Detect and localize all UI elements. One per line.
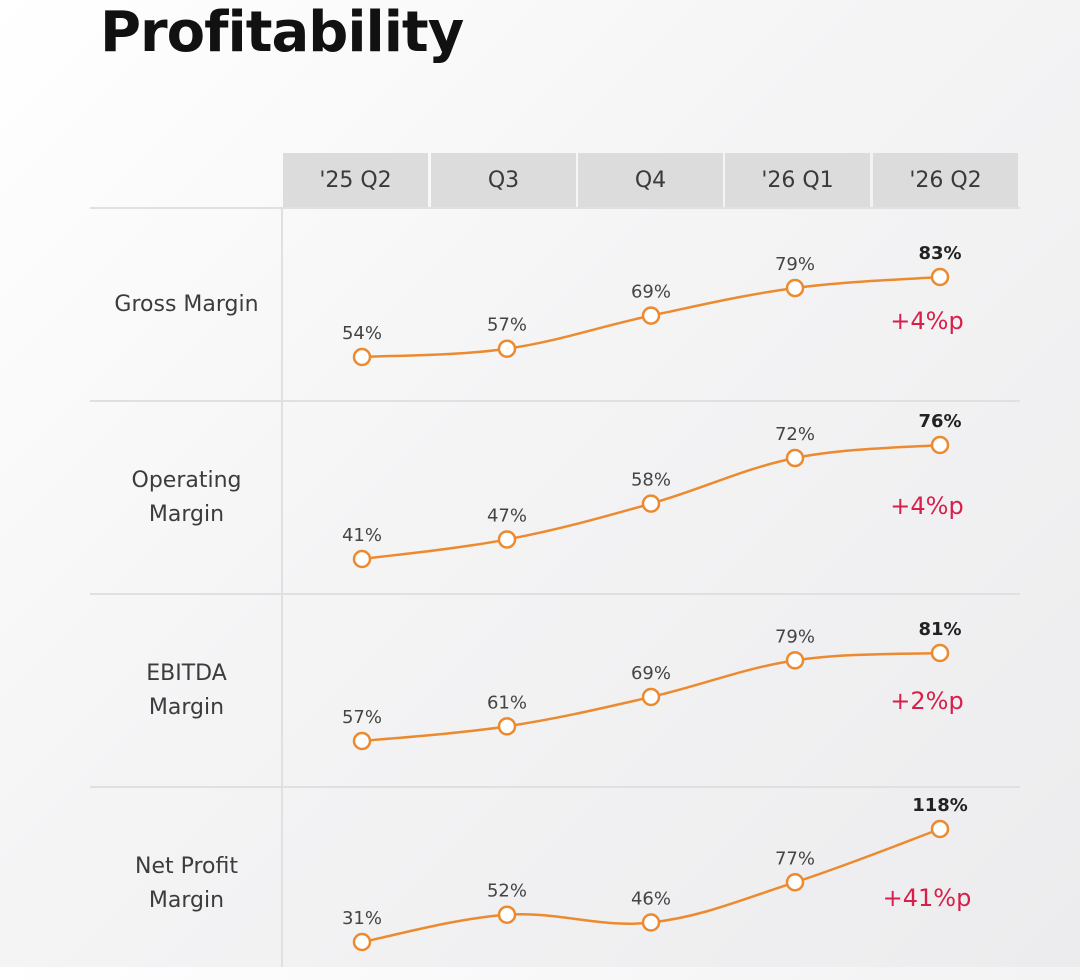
row-label-line: Margin — [148, 887, 225, 913]
header-cell: '25 Q2 — [283, 153, 428, 208]
row-label: Gross Margin — [90, 208, 283, 401]
data-point — [352, 347, 372, 367]
data-label: 81% — [918, 619, 961, 640]
row-label: Operating Margin — [90, 401, 283, 594]
header-cell: Q3 — [431, 153, 576, 208]
data-point — [785, 651, 805, 670]
data-point — [497, 717, 517, 736]
row-label-line: Net Profit — [135, 853, 238, 879]
data-point — [641, 494, 661, 513]
data-label: 79% — [775, 254, 815, 275]
data-label: 47% — [487, 505, 527, 526]
row-label-line: Margin — [148, 501, 225, 527]
data-label: 83% — [918, 243, 961, 264]
row-label: Net Profit Margin — [90, 787, 283, 980]
data-label: 54% — [342, 323, 382, 344]
data-label: 31% — [342, 908, 382, 929]
data-point — [785, 448, 805, 468]
row-label-line: Gross Margin — [114, 291, 259, 317]
page-title: Profitability — [100, 0, 464, 65]
data-label: 57% — [487, 315, 527, 336]
delta-change: +4%p — [890, 492, 964, 520]
data-point — [785, 873, 805, 892]
data-point — [641, 687, 661, 707]
data-label: 69% — [631, 663, 671, 684]
data-label: 69% — [631, 282, 671, 303]
data-point — [641, 306, 661, 325]
row-divider — [90, 786, 1020, 788]
data-point — [641, 913, 661, 932]
data-label: 41% — [342, 525, 382, 546]
data-point — [930, 267, 950, 287]
header-cell: Q4 — [578, 153, 723, 208]
row-divider — [90, 400, 1020, 402]
row-label-line: EBITDA — [146, 660, 227, 686]
label-column-divider — [281, 208, 283, 967]
data-point — [497, 530, 517, 549]
data-point — [930, 435, 950, 455]
header-cell: '26 Q2 — [873, 153, 1018, 208]
data-label: 118% — [912, 795, 968, 816]
data-point — [785, 278, 805, 298]
delta-change: +2%p — [890, 687, 964, 715]
data-point — [352, 549, 372, 569]
delta-change: +41%p — [882, 884, 972, 912]
data-point — [930, 819, 950, 839]
row-label-line: Operating — [131, 467, 242, 493]
row-divider — [90, 593, 1020, 595]
data-label: 76% — [918, 411, 961, 432]
data-label: 79% — [775, 626, 815, 647]
row-label: EBITDA Margin — [90, 594, 283, 787]
data-point — [930, 643, 950, 663]
data-point — [497, 339, 517, 358]
data-point — [352, 932, 372, 952]
row-divider — [90, 207, 1020, 209]
data-label: 61% — [487, 692, 527, 713]
data-label: 46% — [631, 889, 671, 910]
delta-change: +4%p — [890, 307, 964, 335]
data-point — [497, 905, 517, 924]
data-label: 58% — [631, 470, 671, 491]
data-point — [352, 731, 372, 751]
data-label: 72% — [775, 424, 815, 445]
data-label: 57% — [342, 707, 382, 728]
row-label-line: Margin — [148, 694, 225, 720]
data-label: 52% — [487, 881, 527, 902]
header-cell: '26 Q1 — [725, 153, 870, 208]
data-label: 77% — [775, 848, 815, 869]
